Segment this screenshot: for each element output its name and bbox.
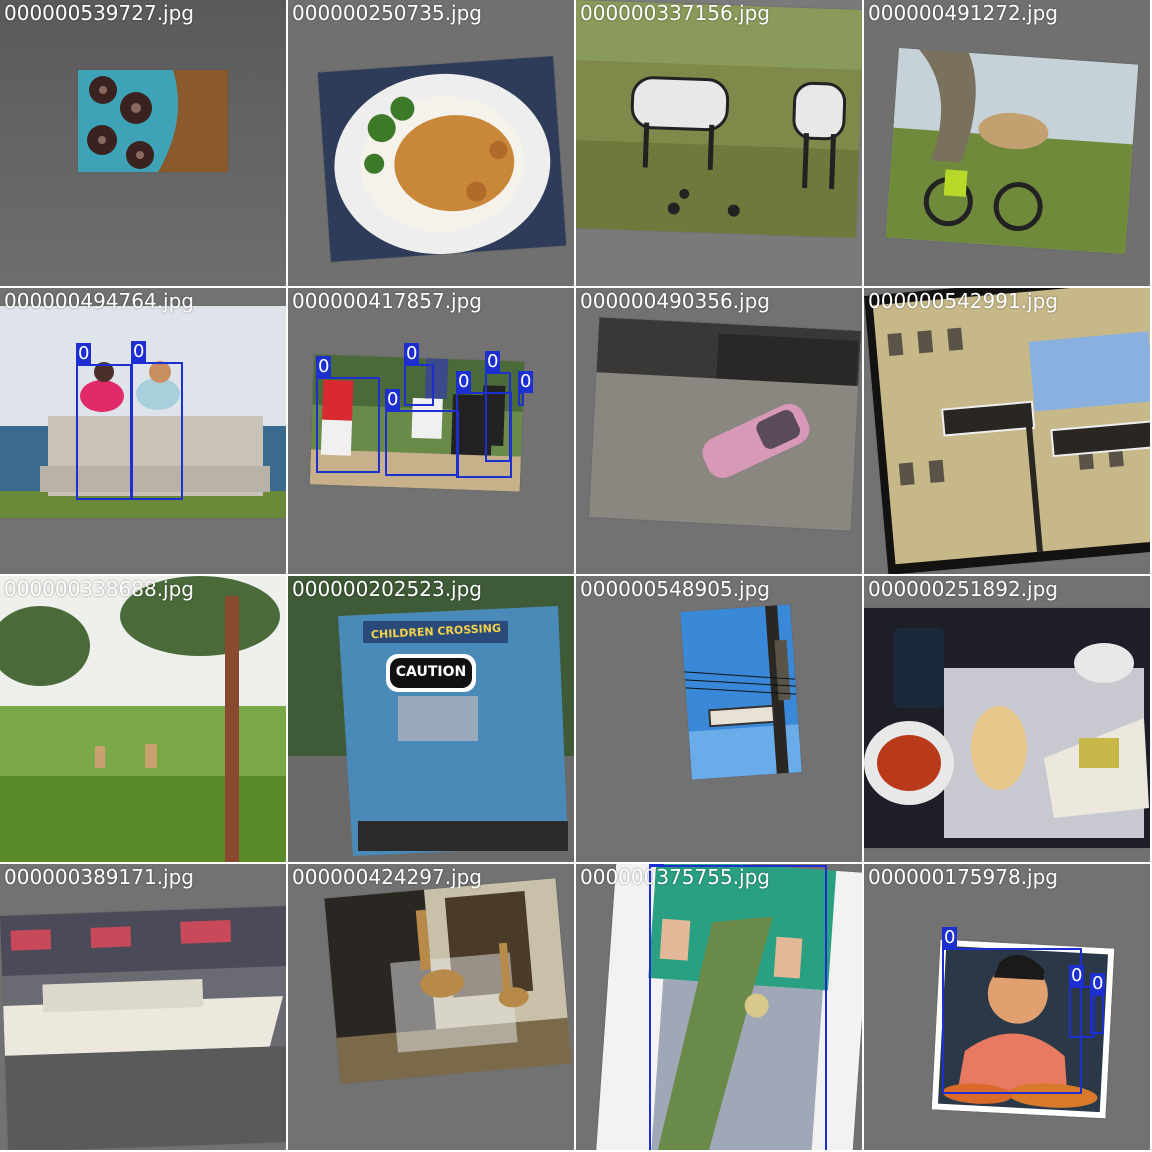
mosaic-tile: 000000338688.jpg xyxy=(0,576,288,864)
detection-box: 0 xyxy=(649,864,827,1150)
donuts-photo xyxy=(78,70,228,172)
mosaic-tile: 000000490356.jpg xyxy=(576,288,864,576)
class-label: 0 xyxy=(649,864,665,866)
mosaic-tile: 000000491272.jpg xyxy=(864,0,1152,288)
mosaic-tile: 000000542991.jpg xyxy=(864,288,1152,576)
class-label: 0 xyxy=(385,389,401,411)
truck-caution-text: CAUTION xyxy=(395,664,467,680)
giraffes-forest-photo xyxy=(0,576,286,862)
mosaic-tile: 000000250735.jpg xyxy=(288,0,576,288)
class-label: 0 xyxy=(518,371,534,393)
image-filename: 000000338688.jpg xyxy=(4,577,194,601)
detection-box: 0 xyxy=(76,343,132,500)
image-filename: 000000491272.jpg xyxy=(868,1,1058,25)
class-label: 0 xyxy=(456,371,472,393)
zebras-photo xyxy=(576,0,862,238)
detection-box: 0 xyxy=(316,356,380,473)
mosaic-tile: CHILDREN CROSSING CAUTION 000000202523.j… xyxy=(288,576,576,864)
detection-box: 0 xyxy=(131,341,183,500)
mosaic-tile: 000000389171.jpg xyxy=(0,864,288,1152)
class-label: 0 xyxy=(1069,965,1085,987)
image-filename: 000000389171.jpg xyxy=(4,865,194,889)
detection-box: 0 xyxy=(1069,965,1095,1038)
boy-skateboard-photo xyxy=(595,864,862,1150)
detection-box: 0 xyxy=(1090,973,1106,1034)
detection-box: 0 xyxy=(518,371,534,406)
pole-sign-photo xyxy=(680,604,802,780)
image-filename: 000000175978.jpg xyxy=(868,865,1058,889)
image-filename: 000000375755.jpg xyxy=(580,865,770,889)
mosaic-tile: 0 0 0 000000175978.jpg xyxy=(864,864,1152,1152)
mosaic-tile: 000000424297.jpg xyxy=(288,864,576,1152)
image-filename: 000000250735.jpg xyxy=(292,1,482,25)
class-label: 0 xyxy=(316,356,332,378)
bench-couple-photo xyxy=(0,306,286,518)
detection-box: 0 xyxy=(942,927,1082,1094)
class-label: 0 xyxy=(485,351,501,373)
food-plate-photo xyxy=(317,56,567,262)
mosaic-tile: 000000337156.jpg xyxy=(576,0,864,288)
class-label: 0 xyxy=(131,341,147,363)
detection-box: 0 xyxy=(385,389,459,476)
detection-box: 0 xyxy=(485,351,511,462)
mosaic-tile: 0 0 000000494764.jpg xyxy=(0,288,288,576)
mosaic-tile: 000000251892.jpg xyxy=(864,576,1152,864)
class-label: 0 xyxy=(942,927,958,949)
image-filename: 000000417857.jpg xyxy=(292,289,482,313)
image-filename: 000000548905.jpg xyxy=(580,577,770,601)
giraffes-zoo-photo xyxy=(324,878,572,1084)
flip-phone-photo xyxy=(588,317,862,531)
image-filename: 000000494764.jpg xyxy=(4,289,194,313)
bicycle-horse-photo xyxy=(885,47,1139,255)
image-filename: 000000424297.jpg xyxy=(292,865,482,889)
boy-pizza-photo xyxy=(931,939,1115,1119)
mosaic-tile: 000000539727.jpg xyxy=(0,0,288,288)
mosaic-tile: 000000548905.jpg xyxy=(576,576,864,864)
image-filename: 000000539727.jpg xyxy=(4,1,194,25)
image-filename: 000000490356.jpg xyxy=(580,289,770,313)
mosaic-tile: 0 000000375755.jpg xyxy=(576,864,864,1152)
boats-photo xyxy=(0,905,286,1150)
detection-box: 0 xyxy=(404,343,434,406)
class-label: 0 xyxy=(1090,973,1106,995)
class-label: 0 xyxy=(404,343,420,365)
class-label: 0 xyxy=(76,343,92,365)
airline-meal-photo xyxy=(864,608,1150,848)
detection-box: 0 xyxy=(456,371,512,478)
blue-truck-photo xyxy=(288,576,574,862)
image-filename: 000000251892.jpg xyxy=(868,577,1058,601)
image-filename: 000000337156.jpg xyxy=(580,1,770,25)
image-filename: 000000202523.jpg xyxy=(292,577,482,601)
image-filename: 000000542991.jpg xyxy=(868,289,1058,313)
street-sign-photo xyxy=(864,288,1150,574)
mosaic-tile: 0 0 0 0 0 0 000000417857.jpg xyxy=(288,288,576,576)
